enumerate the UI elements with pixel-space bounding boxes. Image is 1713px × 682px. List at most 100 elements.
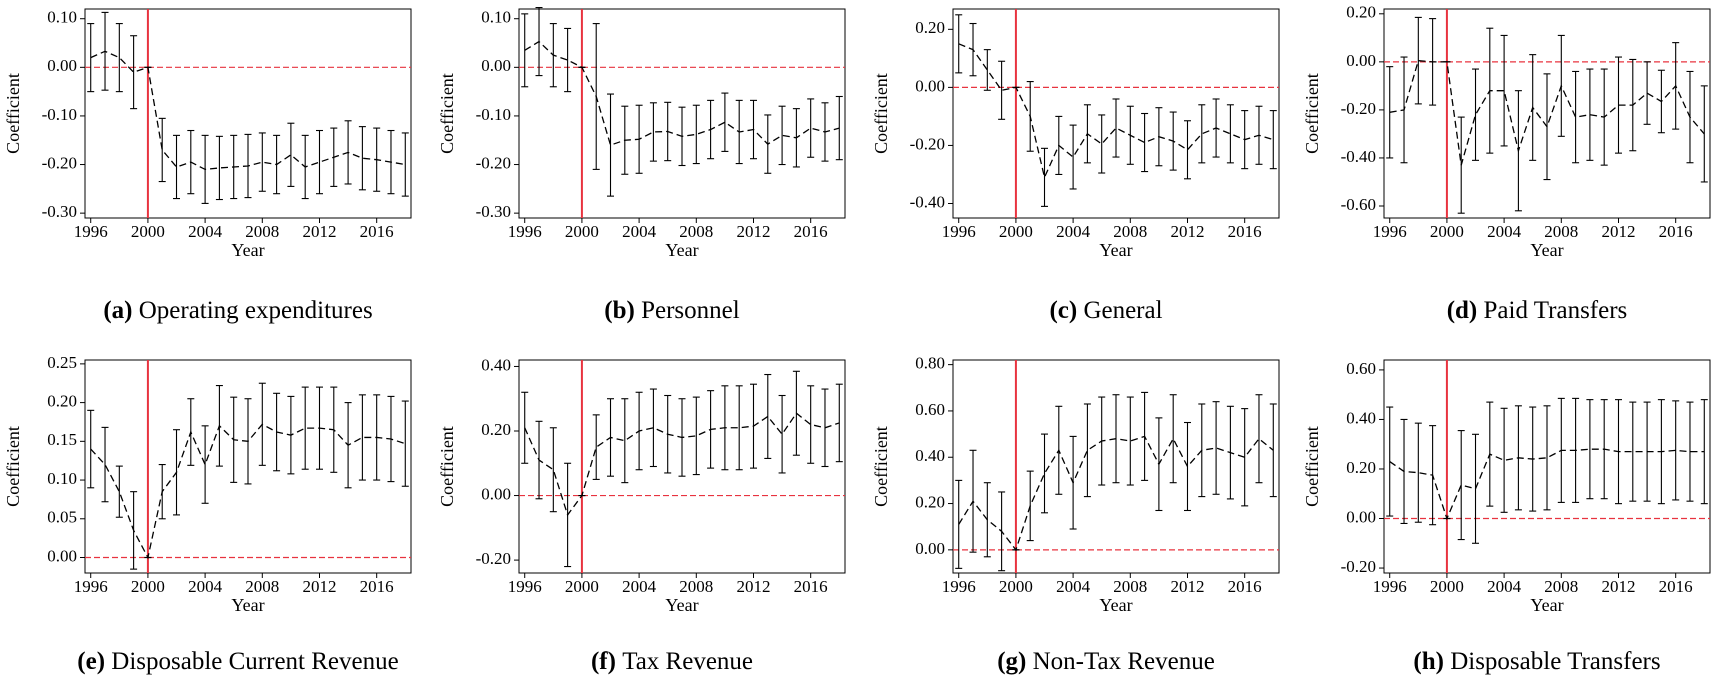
x-tick-label: 1996	[508, 577, 542, 596]
caption: (h) Disposable Transfers	[1413, 648, 1660, 675]
x-tick-label: 1996	[508, 222, 542, 241]
x-tick-label: 2008	[1113, 222, 1147, 241]
y-axis-label: Coefficient	[871, 426, 891, 507]
y-tick-label: 0.20	[47, 392, 77, 411]
x-axis-label: Year	[1530, 240, 1563, 260]
error-bar	[983, 49, 991, 91]
x-axis-label: Year	[1099, 240, 1132, 260]
x-tick-label: 1996	[1373, 222, 1407, 241]
error-bar	[115, 23, 123, 93]
y-axis-label: Coefficient	[3, 426, 23, 507]
error-bar	[1586, 399, 1594, 500]
error-bar	[1226, 104, 1234, 164]
x-tick-label: 2008	[245, 222, 279, 241]
plot-frame	[84, 359, 412, 574]
error-bar	[1041, 433, 1049, 514]
y-axis-label: Coefficient	[3, 73, 23, 154]
error-bar	[101, 426, 109, 503]
coefficient-line	[524, 412, 840, 517]
x-tick-label: 2000	[1430, 577, 1464, 596]
error-bar	[1141, 112, 1149, 173]
caption: (b) Personnel	[604, 297, 739, 324]
y-tick-label: 0.00	[915, 539, 945, 558]
x-tick-label: 2012	[302, 222, 336, 241]
plot-frame	[518, 8, 846, 219]
x-tick-label: 2004	[622, 222, 657, 241]
error-bar	[692, 104, 700, 165]
x-tick-label: 2000	[999, 577, 1033, 596]
error-bar	[592, 414, 600, 480]
y-tick-label: -0.30	[42, 202, 77, 221]
error-bar	[835, 95, 843, 161]
y-tick-label: 0.80	[915, 354, 945, 373]
error-bar	[1500, 34, 1508, 147]
x-tick-label: 2004	[1487, 222, 1522, 241]
x-tick-label: 2000	[131, 222, 165, 241]
error-bar	[998, 60, 1006, 120]
error-bar	[1183, 120, 1191, 180]
y-tick-label: 0.40	[481, 355, 511, 374]
error-bar	[764, 373, 772, 459]
x-axis-label: Year	[665, 240, 698, 260]
caption-label: (e)	[77, 648, 105, 675]
error-bar	[778, 105, 786, 166]
y-axis-label: Coefficient	[1302, 73, 1322, 154]
x-tick-label: 2000	[565, 222, 599, 241]
caption-text: Operating expenditures	[139, 297, 373, 324]
y-tick-label: 0.20	[1346, 458, 1376, 477]
caption-text: Paid Transfers	[1484, 297, 1628, 324]
x-tick-label: 2016	[1228, 222, 1262, 241]
error-bar	[807, 98, 815, 158]
x-tick-label: 2000	[131, 577, 165, 596]
y-tick-label: 0.00	[1346, 507, 1376, 526]
x-axis-label: Year	[665, 595, 698, 615]
error-bar	[1386, 66, 1394, 159]
x-tick-label: 2016	[794, 577, 828, 596]
caption-text: Personnel	[641, 297, 740, 324]
panel: 0.20 0.00 -0.20 -0.40 -0.60 1996 2000 2004 2008 2…	[1302, 3, 1711, 324]
y-tick-label: -0.20	[1341, 557, 1376, 576]
y-axis-label: Coefficient	[1302, 426, 1322, 507]
y-tick-label: 0.20	[915, 18, 945, 37]
x-tick-label: 1996	[74, 577, 108, 596]
y-axis-label: Coefficient	[871, 73, 891, 154]
plot-frame	[1383, 359, 1711, 574]
y-tick-label: 0.20	[1346, 3, 1376, 22]
x-tick-label: 2016	[1659, 222, 1693, 241]
caption-text: Non-Tax Revenue	[1033, 648, 1215, 675]
caption-text: Disposable Current Revenue	[111, 648, 398, 675]
x-tick-label: 2004	[1487, 577, 1522, 596]
x-tick-label: 2012	[736, 577, 770, 596]
error-bar	[607, 93, 615, 197]
error-bar	[1414, 422, 1422, 523]
x-axis-label: Year	[231, 595, 264, 615]
error-bar	[358, 126, 366, 191]
y-tick-label: 0.10	[47, 8, 77, 27]
coefficient-line	[958, 435, 1274, 552]
error-bar	[1198, 104, 1206, 164]
error-bar	[549, 427, 557, 513]
error-bar	[1269, 110, 1277, 170]
error-bar	[649, 388, 657, 468]
y-tick-label: 0.10	[47, 469, 77, 488]
caption-label: (a)	[103, 297, 132, 324]
x-tick-label: 1996	[942, 222, 976, 241]
error-bar	[778, 394, 786, 474]
error-bar	[1083, 403, 1091, 498]
x-tick-label: 2008	[1113, 577, 1147, 596]
error-bar	[807, 385, 815, 464]
x-tick-label: 2016	[1659, 577, 1693, 596]
y-tick-label: -0.40	[910, 192, 945, 211]
caption-label: (g)	[997, 648, 1026, 675]
panel: 0.80 0.60 0.40 0.20 0.00 1996 2000 2004 2008 2012…	[871, 354, 1280, 675]
x-tick-label: 2004	[1056, 222, 1091, 241]
error-bar	[315, 129, 323, 195]
x-tick-label: 2012	[1170, 577, 1204, 596]
caption: (g) Non-Tax Revenue	[997, 648, 1215, 675]
caption-label: (d)	[1447, 297, 1478, 324]
y-tick-label: 0.05	[47, 508, 77, 527]
y-tick-label: 0.20	[481, 420, 511, 439]
error-bar	[649, 102, 657, 162]
